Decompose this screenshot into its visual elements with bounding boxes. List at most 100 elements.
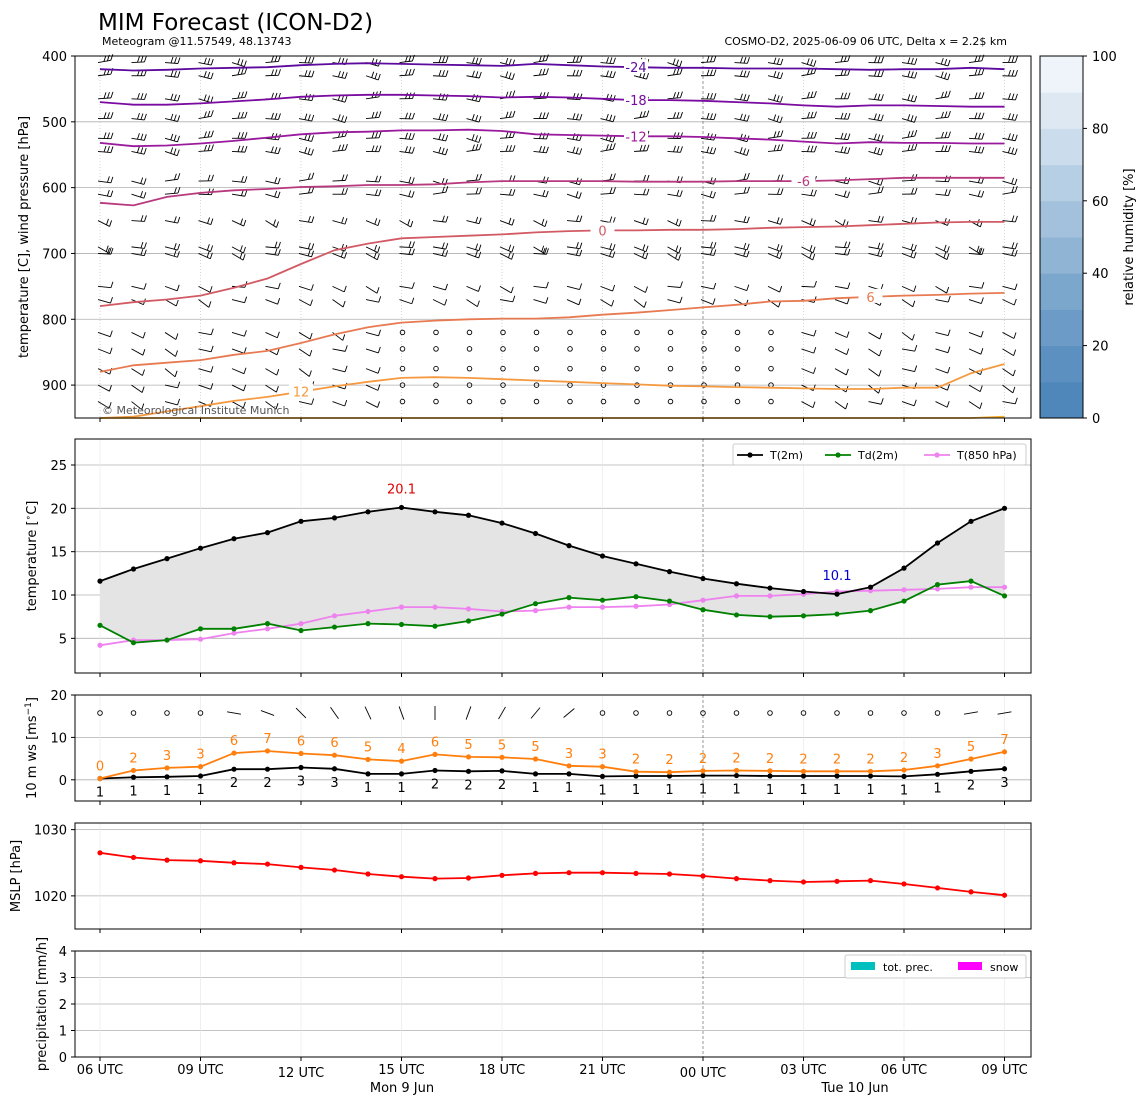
barb-flag [546,68,549,75]
barb-shaft [298,401,312,405]
barb-flag [143,134,147,141]
gust-wind-label: 2 [866,752,874,767]
barb-shaft [935,62,949,67]
barb-flag [612,143,616,150]
barb-flag [847,241,851,248]
barb-flag [812,253,816,261]
barb-flag [1011,56,1015,63]
calm-barb [567,398,573,405]
barb-flag [609,173,613,181]
temperature-series-point [398,621,405,628]
barb-flag [642,72,646,79]
x-tick-label: 00 UTC [680,1066,726,1081]
barb-shaft [365,75,379,81]
barb-flag [173,243,177,250]
barb-flag [877,147,881,155]
barb-flag [445,242,449,250]
barb-flag [142,369,145,376]
mean-wind-label: 1 [799,783,807,798]
barb-flag [946,246,950,253]
mean-wind-point [499,768,505,774]
calm-barb [433,346,439,352]
barb-flag [780,188,784,195]
barb-shaft [935,331,949,337]
barb-shaft [332,75,346,79]
barb-shaft [566,150,580,155]
barb-flag [779,252,783,259]
temperature-annotations: 20.110.1 [387,482,851,584]
barb-shaft [399,180,413,184]
barb-flag [273,219,276,226]
barb-flag [944,131,948,138]
barb-shaft [600,118,614,123]
barb-shaft [432,191,446,195]
pressure-tick-label: 400 [42,50,67,65]
colorbar-band [1040,164,1083,202]
barb-shaft [330,707,339,719]
barb-shaft [834,118,849,120]
barb-flag [445,283,448,291]
barb-shaft [298,118,312,122]
wind-panel: 1 1 1 1 2 2 3 3 1 1 2 2 2 1 1 1 1 1 1 1 1 1 1 1 1 1 2 302 3 36 7 6 6 5 4 6 5… [24,689,1032,802]
barb-flag [137,92,140,100]
barb-flag [673,92,676,99]
calm-barb [533,346,540,352]
mean-wind-label: 1 [699,783,707,798]
barb-flag [979,247,983,254]
barb-flag [575,249,579,256]
calm-barb [700,710,706,716]
barb-shaft [227,711,241,715]
barb-shaft [533,97,547,100]
isotherm-label-bg [624,59,648,74]
barb-flag [940,57,944,65]
barb-flag [207,174,211,182]
calm-barb [733,710,740,716]
barb-flag [645,286,648,293]
barb-flag [206,251,210,258]
barb-flag [107,132,110,139]
barb-flag [546,146,549,153]
barb-flag [374,244,377,252]
barb-flag [907,131,911,138]
barb-flag [810,145,814,152]
barb-flag [747,57,750,64]
calm-barb [667,365,674,372]
barb-shaft [935,180,949,183]
gust-wind-label: 2 [900,751,908,766]
calm-barb [97,710,103,716]
barb-flag [511,219,515,226]
calm-barb [734,398,741,405]
barb-shaft [1002,98,1016,101]
barb-flag [847,92,851,99]
barb-flag [140,215,144,222]
barb-shaft [734,192,748,195]
barb-flag [110,91,114,99]
calm-barb [500,365,506,372]
barb-flag [844,112,847,120]
barb-shaft [901,348,915,352]
barb-flag [575,191,579,198]
x-tick-label: 09 UTC [981,1063,1027,1078]
mean-wind-point [599,773,606,780]
calm-barb [701,382,707,388]
temperature-series-point [130,566,137,572]
barb-shaft [365,253,378,261]
barb-flag [776,71,780,79]
barb-flag [341,188,345,195]
barb-flag [810,59,814,66]
temperature-series-point [700,607,706,613]
barb-flag [438,56,442,63]
barb-flag [307,148,311,155]
calm-barb [600,365,607,372]
barb-flag [814,280,817,288]
barb-flag [678,220,682,227]
barb-flag [812,384,816,391]
barb-flag [675,218,679,225]
barb-flag [411,297,415,304]
barb-flag [511,253,515,260]
barb-flag [110,176,114,184]
barb-flag [974,132,978,139]
barb-flag [545,297,549,304]
legend-swatch [851,962,875,970]
